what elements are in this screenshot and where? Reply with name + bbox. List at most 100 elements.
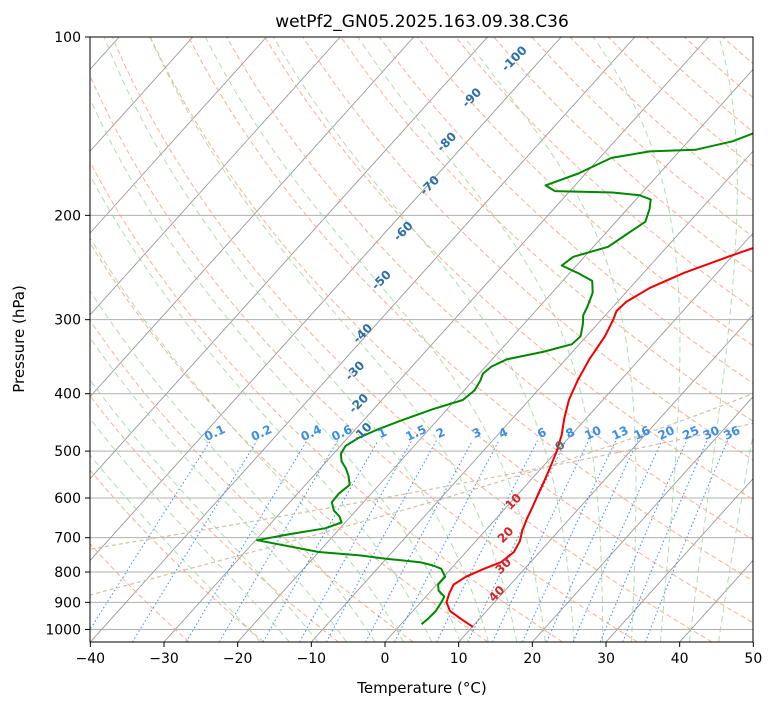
mixing-ratio-label: 1 — [376, 425, 389, 441]
reference-arc-line — [90, 422, 753, 550]
moist-adiabat-line — [90, 454, 261, 642]
dry-adiabat-label: -20 — [346, 391, 371, 416]
dry-adiabat-line — [188, 37, 753, 582]
y-tick-label: 500 — [54, 444, 81, 460]
reference-arc-line — [90, 392, 753, 596]
y-tick-label: 600 — [54, 491, 81, 507]
isotherm-line — [90, 37, 636, 642]
chart-title: wetPf2_GN05.2025.163.09.38.C36 — [275, 12, 569, 32]
x-tick-label: −10 — [297, 651, 327, 667]
background-lines — [90, 37, 753, 642]
x-tick-label: 10 — [450, 651, 468, 667]
moist-adiabat-label: 30 — [492, 555, 514, 577]
moist-adiabat-line — [718, 431, 753, 642]
dry-adiabat-line — [90, 543, 190, 642]
moist-adiabat-line — [204, 37, 546, 642]
isotherm-line — [90, 37, 341, 316]
moist-adiabat-line — [90, 336, 348, 642]
dry-adiabat-label: -50 — [369, 267, 394, 292]
isotherm-line — [531, 396, 753, 642]
mixing-ratio-label: 36 — [721, 423, 742, 443]
dry-adiabat-line — [531, 37, 753, 238]
mixing-ratio-label: 8 — [564, 425, 577, 441]
isotherm-line — [163, 37, 709, 642]
moist-adiabat-line — [90, 417, 290, 642]
dry-adiabat-line — [417, 37, 753, 347]
mixing-ratio-label: 25 — [680, 423, 701, 443]
mixing-ratio-label: 3 — [470, 425, 483, 441]
dry-adiabat-line — [90, 469, 265, 642]
dewpoint-profile-line — [256, 132, 753, 625]
moist-adiabat-line — [90, 289, 376, 642]
mixing-ratio-label: 16 — [632, 423, 653, 443]
mixing-ratio-line — [90, 440, 211, 631]
dry-adiabat-line — [684, 37, 753, 99]
moist-adiabat-label: 20 — [495, 524, 517, 546]
x-tick-label: 20 — [523, 651, 541, 667]
dry-adiabat-line — [90, 319, 414, 642]
dry-adiabat-line — [90, 395, 339, 642]
dry-adiabat-label: -40 — [350, 321, 375, 346]
mixing-ratio-label: 20 — [656, 423, 677, 443]
isotherm-line — [90, 37, 488, 480]
moist-adiabat-line — [90, 379, 319, 642]
dry-adiabat-line — [646, 37, 753, 133]
dry-adiabat-label: -30 — [342, 358, 367, 383]
isotherm-line — [458, 314, 753, 642]
isotherm-line — [237, 68, 753, 642]
x-tick-label: 40 — [671, 651, 689, 667]
y-axis-label: Pressure (hPa) — [10, 285, 28, 393]
x-tick-label: −20 — [223, 651, 253, 667]
mixing-ratio-label: 0.4 — [299, 422, 324, 444]
isotherm-line — [310, 150, 753, 642]
isotherm-line — [90, 37, 415, 398]
y-axis: 100 200 300 400 500 600 700 800 900 1000 — [45, 30, 90, 638]
x-axis: −40 −30 −20 −10 0 10 20 30 40 50 — [76, 642, 762, 667]
mixing-ratio-line — [572, 440, 663, 642]
mixing-ratio-label: 0.1 — [202, 422, 227, 444]
isotherm-line — [90, 37, 194, 152]
mixing-ratio-line — [325, 440, 437, 642]
dry-adiabat-line — [455, 37, 753, 310]
dry-adiabat-line — [607, 37, 753, 167]
moist-adiabat-line — [464, 37, 637, 642]
moist-adiabat-line — [689, 37, 738, 642]
moist-adiabat-line — [90, 97, 461, 642]
moist-adiabat-label: 40 — [486, 583, 508, 605]
mixing-ratio-line — [394, 440, 500, 642]
mixing-ratio-line — [436, 440, 539, 642]
y-tick-label: 800 — [54, 565, 81, 581]
x-tick-label: −40 — [76, 651, 106, 667]
moist-adiabat-line — [149, 37, 518, 642]
dry-adiabat-label: -90 — [459, 85, 484, 110]
mixing-ratio-line — [131, 440, 258, 642]
moist-adiabat-label: 10 — [503, 491, 525, 513]
isotherm-line — [90, 37, 562, 562]
isotherm-line — [752, 641, 753, 642]
x-tick-label: 50 — [744, 651, 762, 667]
mixing-ratio-label: 1.5 — [403, 422, 428, 444]
mixing-ratio-label: 0.2 — [249, 422, 274, 444]
mixing-ratio-line — [522, 440, 617, 642]
dry-adiabat-line — [90, 160, 563, 642]
y-tick-label: 200 — [54, 208, 81, 224]
x-tick-label: 30 — [597, 651, 615, 667]
dry-adiabat-line — [264, 37, 753, 501]
labels-layer: -100-90-80-70-60-50-40-30-20-10010203040… — [202, 43, 742, 604]
x-tick-label: 0 — [381, 651, 390, 667]
series-layer — [256, 132, 753, 628]
dry-adiabat-line — [340, 37, 753, 422]
mixing-ratio-label: 10 — [582, 423, 603, 443]
dry-adiabat-line — [90, 242, 489, 642]
y-tick-label: 900 — [54, 595, 81, 611]
mixing-ratio-label: 13 — [610, 423, 631, 443]
moist-adiabat-line — [90, 236, 404, 642]
dry-adiabat-line — [226, 37, 753, 541]
mixing-ratio-label: 6 — [535, 425, 548, 441]
mixing-ratio-label: 0.6 — [329, 422, 354, 444]
x-axis-label: Temperature (°C) — [356, 679, 486, 697]
dry-adiabat-label: -80 — [434, 129, 459, 154]
dry-adiabat-line — [111, 37, 713, 642]
y-tick-label: 100 — [54, 30, 81, 46]
